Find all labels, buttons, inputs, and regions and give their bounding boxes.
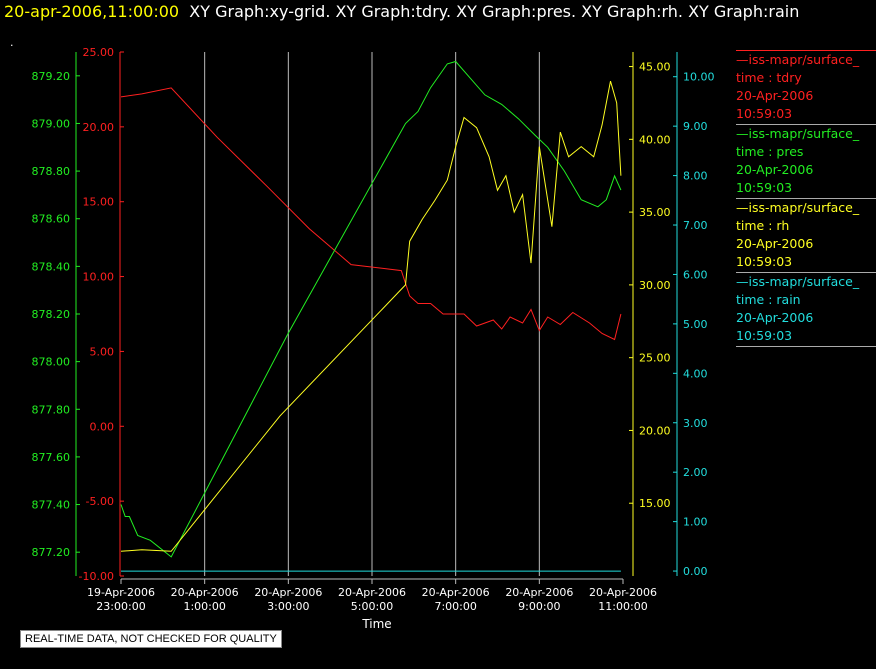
rh-tick-label: 25.00 [639,352,671,365]
legend-time: 10:59:03 [736,106,793,121]
rain-tick-label: 0.00 [683,565,708,578]
rain-tick-label: 3.00 [683,417,708,430]
legend-entry-pres: —iss-mapr/surface_ time : pres 20-Apr-20… [736,125,876,199]
legend-time: 10:59:03 [736,254,793,269]
x-tick-label-date: 19-Apr-2006 [87,586,155,599]
tdry-tick-label: 0.00 [90,420,115,433]
header-graph-titles: XY Graph:xy-grid. XY Graph:tdry. XY Grap… [189,2,800,21]
x-tick-label-time: 3:00:00 [267,600,309,613]
pres-tick-label: 877.40 [32,499,71,512]
rain-tick-label: 4.00 [683,367,708,380]
series-line-pres [120,60,622,558]
x-tick-label-time: 7:00:00 [434,600,476,613]
rain-tick-label: 9.00 [683,120,708,133]
quality-notice: REAL-TIME DATA, NOT CHECKED FOR QUALITY [20,630,282,648]
legend-variable: time : pres [736,144,804,159]
rh-tick-label: 15.00 [639,497,671,510]
rain-tick-label: 6.00 [683,268,708,281]
x-tick-label-date: 20-Apr-2006 [338,586,406,599]
tdry-tick-label: 25.00 [83,46,115,59]
x-tick-label-time: 1:00:00 [183,600,225,613]
legend: —iss-mapr/surface_ time : tdry 20-Apr-20… [736,50,876,347]
rh-tick-label: 30.00 [639,279,671,292]
pres-tick-label: 878.80 [32,165,71,178]
pres-tick-label: 878.60 [32,213,71,226]
legend-date: 20-Apr-2006 [736,162,814,177]
rh-tick-label: 20.00 [639,424,671,437]
rain-tick-label: 7.00 [683,219,708,232]
legend-source: —iss-mapr/surface_ [736,50,876,69]
x-tick-label-time: 9:00:00 [518,600,560,613]
series-line-rh [120,80,622,552]
pres-tick-label: 879.20 [32,70,71,83]
legend-date: 20-Apr-2006 [736,310,814,325]
tdry-tick-label: 5.00 [90,345,115,358]
pres-tick-label: 877.60 [32,451,71,464]
pres-tick-label: 878.20 [32,308,71,321]
pres-tick-label: 878.40 [32,260,71,273]
rh-tick-label: 40.00 [639,133,671,146]
x-tick-label-time: 11:00:00 [598,600,647,613]
pres-tick-label: 877.20 [32,546,71,559]
series-line-tdry [120,87,622,341]
pres-tick-label: 878.00 [32,356,71,369]
rain-tick-label: 10.00 [683,71,715,84]
corner-mark: . [10,36,14,49]
pres-tick-label: 879.00 [32,117,71,130]
header-timestamp: 20-apr-2006,11:00:00 [4,2,180,21]
legend-time: 10:59:03 [736,328,793,343]
tdry-tick-label: 20.00 [83,121,115,134]
legend-variable: time : rh [736,218,790,233]
tdry-tick-label: 10.00 [83,271,115,284]
tdry-tick-label: -5.00 [86,495,114,508]
tdry-tick-label: -10.00 [79,570,114,583]
x-tick-label-date: 20-Apr-2006 [589,586,657,599]
legend-source: —iss-mapr/surface_ [736,274,860,289]
legend-entry-rh: —iss-mapr/surface_ time : rh 20-Apr-2006… [736,199,876,273]
header-bar: 20-apr-2006,11:00:00 XY Graph:xy-grid. X… [4,2,799,21]
legend-source: —iss-mapr/surface_ [736,126,860,141]
rain-tick-label: 5.00 [683,318,708,331]
x-axis-label: Time [361,617,391,631]
x-tick-label-date: 20-Apr-2006 [505,586,573,599]
legend-date: 20-Apr-2006 [736,88,814,103]
legend-date: 20-Apr-2006 [736,236,814,251]
x-tick-label-date: 20-Apr-2006 [422,586,490,599]
legend-variable: time : tdry [736,70,802,85]
x-tick-label-time: 5:00:00 [351,600,393,613]
rain-tick-label: 2.00 [683,466,708,479]
x-tick-label-time: 23:00:00 [96,600,145,613]
legend-entry-rain: —iss-mapr/surface_ time : rain 20-Apr-20… [736,273,876,347]
pres-tick-label: 877.80 [32,403,71,416]
rain-tick-label: 8.00 [683,170,708,183]
legend-entry-tdry: —iss-mapr/surface_ time : tdry 20-Apr-20… [736,50,876,125]
legend-variable: time : rain [736,292,801,307]
legend-source: —iss-mapr/surface_ [736,200,860,215]
rh-tick-label: 35.00 [639,206,671,219]
x-tick-label-date: 20-Apr-2006 [171,586,239,599]
x-tick-label-date: 20-Apr-2006 [254,586,322,599]
tdry-tick-label: 15.00 [83,196,115,209]
legend-time: 10:59:03 [736,180,793,195]
rain-tick-label: 1.00 [683,516,708,529]
rh-tick-label: 45.00 [639,61,671,74]
